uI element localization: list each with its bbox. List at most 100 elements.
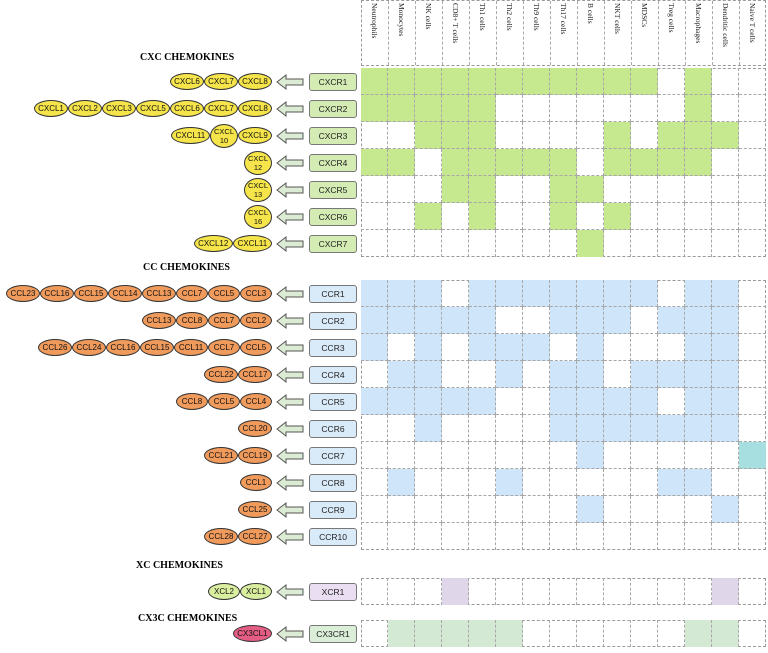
ligand-oval: CCL5 [240,339,272,356]
expression-cell-empty [361,469,388,496]
ligand-oval: CXCL 12 [244,150,272,175]
expression-cell-empty [550,620,577,647]
receptor-box: CCR10 [309,527,357,546]
binding-arrow-icon [276,366,304,383]
ligand-oval: CXCL9 [238,127,272,144]
expression-cell-empty [604,95,631,122]
expression-cell-empty [388,230,415,257]
expression-cell-empty [604,334,631,361]
expression-cell-empty [739,307,766,334]
ligand-label: CCL27 [242,532,268,541]
expression-cell-positive [550,361,577,388]
expression-cell-positive [577,361,604,388]
expression-cell-empty [685,523,712,550]
expression-cell-positive [361,280,388,307]
ligand-oval: CCL21 [204,447,238,464]
expression-cell-empty [523,523,550,550]
ligand-oval: CCL22 [204,366,238,383]
expression-cell-positive [469,122,496,149]
column-header-label: B cells [586,3,595,24]
expression-cell-empty [469,230,496,257]
expression-cell-positive [685,361,712,388]
ligand-oval: CXCL2 [68,100,102,117]
expression-cell-positive [604,68,631,95]
expression-cell-positive [658,361,685,388]
expression-cell-positive [361,388,388,415]
ligand-label: CXCL11 [175,131,206,140]
expression-cell-empty [550,523,577,550]
ligand-oval: CCL3 [240,285,272,302]
expression-cell-empty [658,68,685,95]
column-header-label: CD8+ T cells [451,3,460,44]
expression-cell-empty [523,203,550,230]
expression-cell-positive [685,68,712,95]
expression-cell-positive [415,122,442,149]
expression-cell-positive [496,149,523,176]
expression-cell-empty [442,230,469,257]
expression-grid [361,578,766,605]
expression-cell-empty [604,230,631,257]
ligand-label: CCL22 [208,370,234,379]
expression-cell-empty [469,415,496,442]
section-title: CX3C CHEMOKINES [138,613,238,624]
expression-cell-positive [631,415,658,442]
binding-arrow-icon [276,154,304,171]
binding-arrow-icon [276,447,304,464]
expression-cell-positive [685,415,712,442]
ligand-label: CXCL 16 [247,207,268,226]
expression-cell-empty [361,415,388,442]
expression-cell-positive [685,334,712,361]
expression-cell-empty [604,496,631,523]
ligand-label: CCL8 [181,316,203,325]
expression-cell-empty [712,203,739,230]
ligand-oval: CCL4 [240,393,272,410]
expression-cell-positive [658,469,685,496]
ligand-oval: CXCL1 [34,100,68,117]
expression-cell-empty [523,307,550,334]
expression-cell-positive [469,307,496,334]
expression-cell-empty [496,176,523,203]
expression-cell-empty [712,95,739,122]
expression-cell-empty [442,280,469,307]
receptor-box: CCR2 [309,311,357,330]
expression-cell-positive [631,280,658,307]
expression-cell-empty [496,122,523,149]
expression-cell-empty [361,442,388,469]
expression-cell-empty [712,230,739,257]
receptor-box: CCR3 [309,338,357,357]
expression-cell-empty [388,523,415,550]
expression-cell-empty [604,442,631,469]
expression-cell-positive [442,122,469,149]
expression-cell-positive [631,68,658,95]
receptor-box: CXCR1 [309,72,357,91]
ligand-label: CXCL7 [208,104,234,113]
column-header-label: Naive T cells [748,3,757,43]
expression-cell-empty [523,230,550,257]
ligand-oval: CCL13 [142,312,176,329]
expression-cell-empty [415,578,442,605]
expression-cell-positive [658,307,685,334]
expression-cell-positive [415,307,442,334]
expression-cell-empty [631,523,658,550]
expression-cell-empty [739,334,766,361]
expression-cell-positive [388,68,415,95]
expression-cell-empty [523,620,550,647]
expression-cell-empty [415,496,442,523]
expression-cell-positive [604,307,631,334]
column-header-label: Th9 cells [532,3,541,31]
ligand-label: CX3CL1 [237,629,268,638]
expression-cell-empty [739,176,766,203]
ligand-label: CCL5 [213,397,235,406]
column-header-label: Dendritic cells [721,3,730,47]
expression-cell-empty [577,523,604,550]
receptor-box: CCR5 [309,392,357,411]
expression-cell-positive [685,620,712,647]
ligand-oval: CXCL 10 [210,123,238,148]
ligand-label: CCL23 [10,289,36,298]
expression-cell-positive [685,122,712,149]
ligand-oval: CCL11 [174,339,208,356]
expression-cell-empty [496,307,523,334]
binding-arrow-icon [276,420,304,437]
ligand-label: CCL7 [213,316,235,325]
ligand-label: CCL26 [42,343,68,352]
